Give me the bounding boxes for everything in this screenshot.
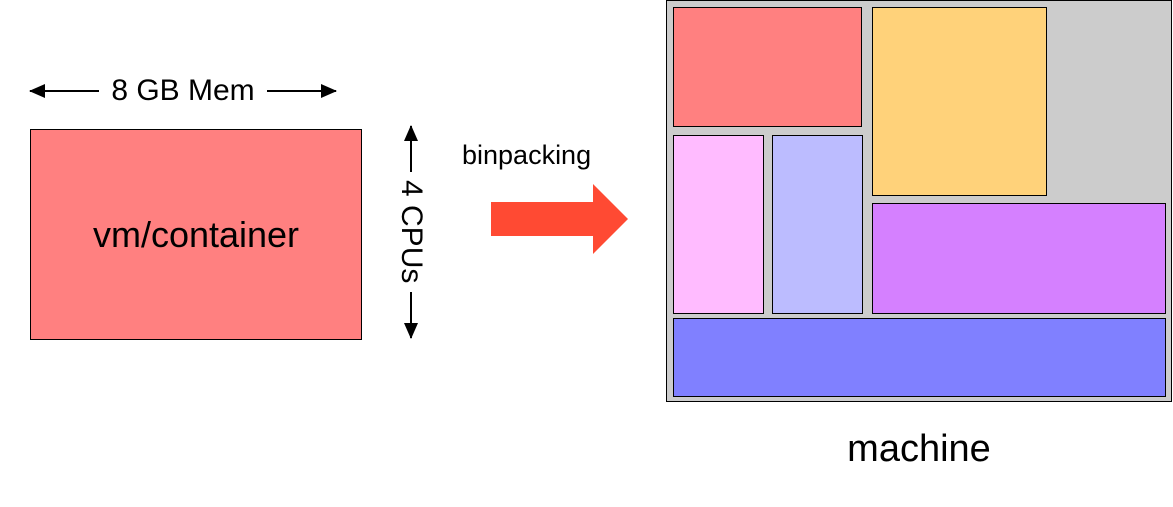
vm-container-box: vm/container — [30, 129, 362, 340]
slot-purple — [872, 203, 1166, 314]
binpacking-arrow-icon — [491, 184, 628, 254]
right-arrow-icon — [266, 84, 338, 98]
machine-label: machine — [847, 428, 991, 470]
memory-dimension-label: 8 GB Mem — [28, 72, 338, 110]
slot-blue — [673, 318, 1166, 397]
cpu-label-text: 4 CPUs — [395, 180, 428, 284]
slot-yellow — [872, 7, 1047, 196]
left-arrow-icon — [28, 84, 100, 98]
slot-pink — [673, 135, 764, 314]
arrow-shape — [491, 184, 628, 254]
up-arrow-icon — [404, 124, 418, 173]
binpacking-label: binpacking — [462, 140, 592, 170]
cpu-dimension-label: 4 CPUs — [392, 124, 430, 340]
machine-box — [666, 0, 1172, 402]
slot-lavender — [772, 135, 863, 314]
slot-red — [673, 7, 862, 127]
memory-label-text: 8 GB Mem — [111, 74, 255, 107]
down-arrow-icon — [404, 291, 418, 340]
vm-container-label: vm/container — [92, 213, 300, 255]
